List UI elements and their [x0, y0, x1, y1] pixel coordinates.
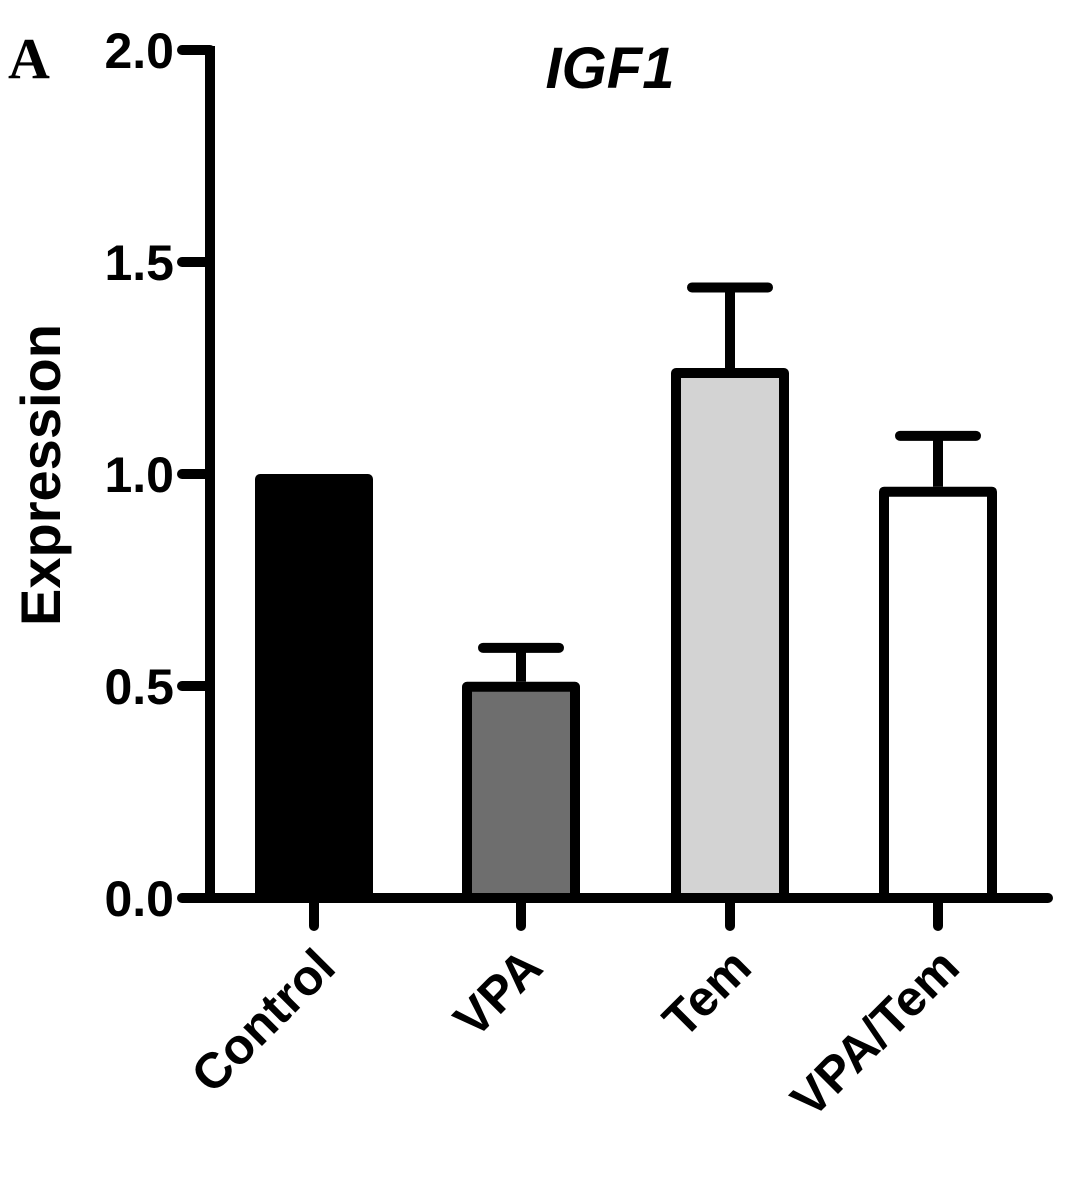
- y-tick-label: 1.0: [104, 447, 174, 503]
- y-axis-label: Expression: [9, 324, 72, 626]
- bar-vpa: [462, 681, 580, 904]
- ticks-layer: 0.0 0.5 1.0 1.5 2.0 Control VPA Tem VPA/Tem: [104, 23, 969, 1128]
- y-tick-label: 0.0: [104, 871, 174, 927]
- bar-vpa-tem: [879, 486, 997, 903]
- x-tick-label: Tem: [652, 938, 762, 1048]
- bar-control: [255, 474, 373, 903]
- y-tick-label: 0.5: [104, 659, 174, 715]
- chart-title: IGF1: [546, 36, 675, 101]
- x-tick-label: VPA: [443, 938, 553, 1048]
- error-bar-vpa-tem: [895, 430, 981, 487]
- x-tick-label: Control: [181, 938, 346, 1103]
- bar-tem: [671, 368, 789, 903]
- error-bars-layer: [478, 282, 981, 682]
- panel-label: A: [8, 26, 50, 91]
- x-tick-label: VPA/Tem: [780, 938, 970, 1128]
- y-tick-label: 2.0: [104, 23, 174, 79]
- bars-layer: [255, 368, 997, 904]
- error-bar-vpa: [478, 642, 564, 682]
- error-bar-tem: [687, 282, 773, 368]
- y-tick-label: 1.5: [104, 235, 174, 291]
